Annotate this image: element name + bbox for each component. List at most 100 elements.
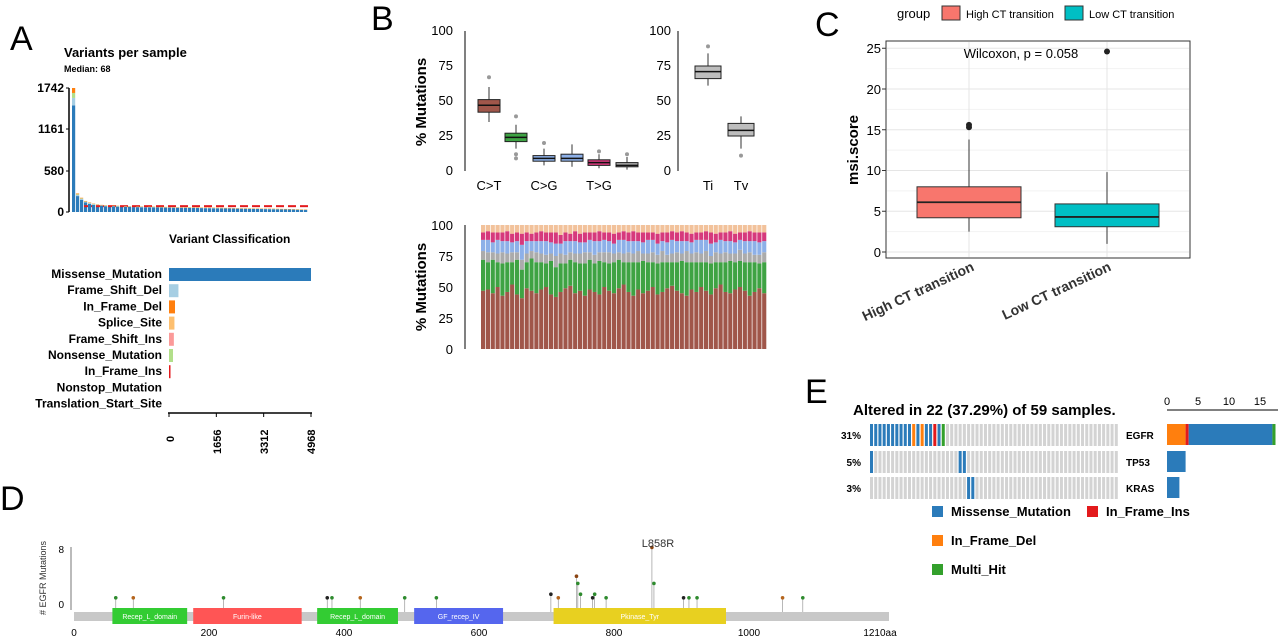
b-stack-y-axis-label: % Mutations [413, 243, 430, 331]
vc-bar [169, 332, 174, 346]
b-stacked-segment [607, 252, 612, 264]
e-sample-cell [954, 424, 958, 446]
b-stacked-segment [626, 252, 631, 263]
e-sample-cell [983, 451, 987, 473]
vps-bar-segment [236, 208, 240, 212]
b-stacked-segment [660, 291, 665, 349]
e-sample-cell [874, 424, 878, 446]
b-stacked-segment [703, 231, 709, 240]
b-stacked-segment [665, 262, 670, 289]
vps-bar-segment [288, 209, 292, 212]
e-sample-cell [1106, 451, 1110, 473]
vps-bar-segment [248, 208, 252, 212]
vc-x-tick-label: 1656 [212, 430, 224, 454]
b-stacked-segment [524, 241, 529, 254]
e-sample-cell [1072, 451, 1076, 473]
vc-x-tick-label: 0 [165, 436, 177, 442]
vps-bar-segment [76, 194, 80, 197]
b-stacked-segment [679, 253, 684, 261]
e-sample-cell [1051, 477, 1055, 499]
panel-c: C group High CT transition Low CT transi… [815, 5, 1191, 324]
vps-bar-segment [212, 208, 216, 212]
b-stacked-segment [573, 241, 578, 254]
b-stacked-segment [631, 295, 636, 349]
d-x-tick-label: 800 [606, 628, 623, 638]
b-stack-y-tick-label: 75 [439, 249, 453, 264]
e-sample-cell [950, 424, 954, 446]
b-stacked-segment [762, 252, 767, 263]
b-stacked-segment [597, 294, 602, 349]
e-sample-cell [979, 451, 983, 473]
vps-bar-segment [84, 202, 88, 212]
b-stacked-segment [548, 253, 554, 261]
b-stacked-segment [718, 284, 723, 349]
e-sample-cell [1026, 477, 1030, 499]
e-sample-cell [882, 424, 886, 446]
panel-e: E Altered in 22 (37.29%) of 59 samples. … [805, 373, 1278, 577]
b-stacked-segment [762, 225, 767, 233]
d-domain-label: Recep_L_domain [122, 614, 177, 621]
vps-bar-segment [92, 204, 96, 205]
e-sample-cell [1026, 451, 1030, 473]
b-stacked-segment [485, 262, 490, 290]
median-marker [180, 205, 188, 208]
b-stack-y-tick-label: 50 [439, 280, 453, 295]
vps-bar-segment [284, 209, 288, 212]
b-stacked-segment [524, 288, 529, 349]
e-sample-cell [975, 424, 979, 446]
e-sample-cell [983, 477, 987, 499]
b-stacked-segment [694, 291, 699, 349]
e-sample-cell [1072, 424, 1076, 446]
e-sample-cell [1055, 477, 1059, 499]
b-stacked-segment [645, 225, 650, 233]
b-stacked-segment [713, 233, 718, 243]
e-sample-cell [920, 424, 924, 446]
c-box [1054, 203, 1160, 228]
c-outlier [1104, 48, 1110, 55]
e-sample-cell [912, 451, 916, 473]
b-stacked-segment [689, 262, 694, 290]
b-x-label-ti: Ti [703, 178, 713, 193]
e-sample-cell [1114, 424, 1118, 446]
b-stacked-segment [602, 232, 607, 240]
vps-bar-segment [244, 208, 248, 212]
vps-bar-segment [96, 205, 100, 212]
e-gene-name: KRAS [1126, 484, 1155, 495]
b-stacked-segment [660, 251, 665, 263]
c-x-label-low: Low CT transition [999, 258, 1113, 322]
b-stacked-segment [500, 232, 505, 242]
e-sample-cell [1097, 424, 1101, 446]
b-stacked-segment [582, 225, 587, 233]
e-sample-cell [945, 424, 949, 446]
c-boxes [916, 48, 1160, 244]
b-stacked-segment [490, 252, 495, 260]
b-stacked-segment [510, 262, 515, 285]
b-stacked-segment [544, 232, 549, 242]
b-stacked-segment [636, 232, 641, 242]
b-stacked-segment [665, 242, 670, 255]
b-stacked-segment [558, 263, 563, 292]
b-stacked-segment [640, 225, 646, 233]
b-stacked-segment [563, 241, 568, 255]
b-stacked-segment [718, 232, 723, 240]
b-stacked-segment [621, 262, 626, 285]
e-legend-swatch [932, 506, 943, 517]
d-lollipop-head [358, 596, 363, 600]
b-stacked-segment [679, 260, 684, 294]
e-sample-cell [971, 424, 975, 446]
vc-bar [169, 316, 175, 330]
vps-bar-segment [220, 208, 224, 212]
e-sample-cell [945, 451, 949, 473]
d-lollipop-head [590, 596, 595, 600]
d-domain-box [414, 608, 504, 624]
e-sample-cell [882, 451, 886, 473]
b-stacked-segment [713, 242, 718, 253]
b-stacked-segment [510, 242, 515, 253]
vc-x-ticks [168, 413, 312, 417]
b-stacked-segment [597, 225, 602, 232]
vps-bar-segment [76, 194, 80, 195]
b-stacked-segment [631, 253, 636, 263]
b-stacked-segment [752, 241, 757, 255]
b-stacked-segment [650, 239, 655, 253]
